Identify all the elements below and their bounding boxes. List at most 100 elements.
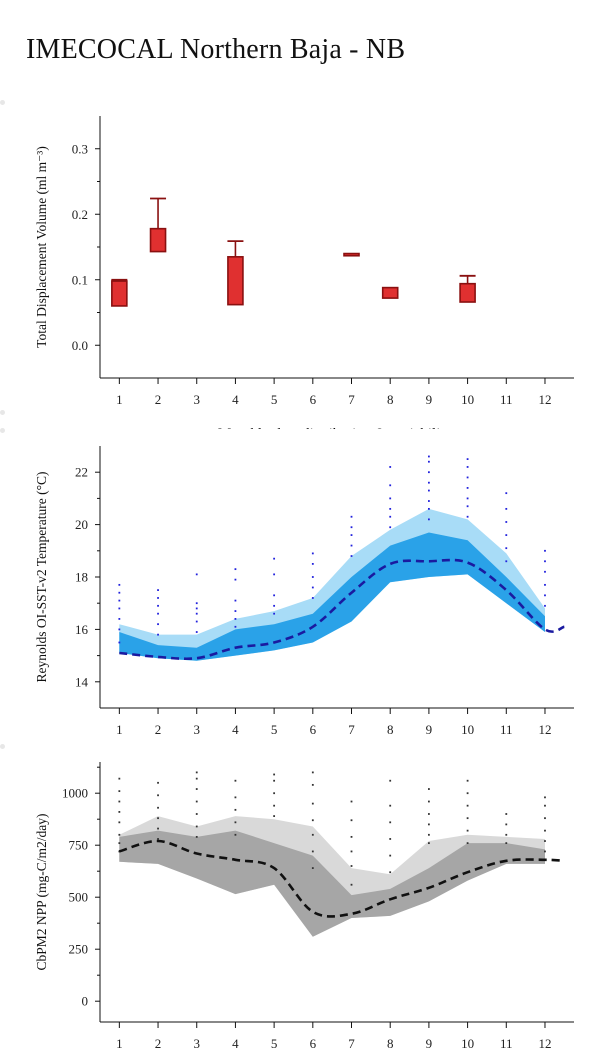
sst-point: [157, 597, 159, 599]
npp-point: [466, 804, 469, 807]
npp-point: [505, 823, 508, 826]
disp-x-tick-label: 2: [155, 392, 162, 407]
npp-point: [505, 842, 508, 845]
npp-point: [118, 811, 121, 813]
page-dot: [0, 100, 5, 105]
npp-point: [273, 815, 276, 817]
npp-point: [389, 804, 392, 807]
disp-x-tick-label: 3: [193, 392, 200, 407]
sst-point: [311, 552, 314, 555]
npp-point: [427, 842, 430, 845]
sst-point: [427, 481, 430, 484]
sst-point: [195, 607, 198, 610]
sst-point: [157, 623, 159, 626]
npp-point: [118, 777, 121, 780]
sst-x-tick-label: 1: [116, 722, 123, 737]
sst-y-tick-label: 18: [75, 570, 88, 585]
disp-box-month-2: [149, 227, 167, 253]
sst-point: [505, 507, 508, 510]
npp-point: [195, 813, 198, 815]
npp-point: [273, 773, 276, 776]
npp-point: [389, 821, 392, 824]
npp-point: [157, 794, 159, 797]
disp-x-tick-label: 7: [348, 392, 355, 407]
npp-x-tick-label: 12: [538, 1036, 551, 1051]
npp-x-tick-label: 3: [193, 1036, 200, 1051]
npp-x-tick-label: 1: [116, 1036, 123, 1051]
sst-point: [427, 460, 430, 463]
sst-x-tick-label: 11: [500, 722, 513, 737]
sst-point: [234, 568, 237, 571]
npp-point: [389, 871, 392, 874]
npp-x-tick-label: 7: [348, 1036, 355, 1051]
sst-point: [389, 515, 392, 518]
sst-point: [195, 631, 198, 633]
sst-point: [273, 604, 276, 607]
sst-point: [273, 557, 276, 560]
sst-point: [234, 578, 237, 581]
npp-point: [350, 850, 353, 853]
npp-point: [311, 802, 314, 805]
npp-point: [544, 829, 546, 832]
npp-point: [350, 865, 353, 867]
npp-y-axis-title: CbPM2 NPP (mg-C/m2/day): [34, 813, 49, 970]
sst-point: [234, 618, 237, 620]
npp-point: [311, 783, 314, 786]
npp-point: [234, 821, 237, 824]
disp-y-tick-label: 0.2: [72, 207, 88, 222]
disp-box-month-8: [381, 286, 399, 299]
sst-point: [350, 555, 353, 557]
npp-mean-line: [118, 839, 565, 918]
npp-point: [466, 779, 469, 782]
npp-point: [118, 833, 121, 836]
sst-point: [118, 607, 121, 610]
npp-point: [234, 779, 237, 782]
npp-point: [118, 800, 121, 803]
npp-inner-band: [119, 830, 546, 937]
disp-x-tick-label: 10: [461, 392, 474, 407]
npp-point: [311, 867, 314, 869]
npp-point: [234, 796, 237, 799]
sst-point: [311, 576, 314, 578]
sst-point: [389, 484, 392, 487]
npp-point: [311, 850, 314, 853]
sst-point: [118, 628, 121, 631]
npp-point: [273, 779, 276, 782]
npp-point: [389, 854, 392, 857]
page-title: IMECOCAL Northern Baja - NB: [26, 34, 406, 65]
npp-point: [157, 838, 159, 840]
npp-y-tick-label: 0: [82, 994, 89, 1009]
npp-point: [195, 825, 198, 828]
sst-point: [466, 458, 469, 460]
npp-point: [350, 800, 353, 803]
sst-point: [234, 625, 237, 628]
sst-point: [234, 599, 237, 602]
sst-point: [118, 599, 121, 602]
sst-point: [427, 500, 430, 502]
npp-point: [427, 800, 430, 803]
sst-x-tick-label: 10: [461, 722, 474, 737]
npp-y-tick-label: 750: [69, 838, 89, 853]
disp-box-month-4: [227, 256, 244, 306]
npp-point: [273, 804, 276, 807]
sst-x-tick-label: 12: [538, 722, 551, 737]
sst-y-axis-title: Reynolds OI-SST-v2 Temperature (°C): [34, 471, 49, 682]
sst-mean-line: [119, 558, 565, 661]
sst-point: [118, 641, 121, 644]
npp-x-tick-label: 5: [271, 1036, 278, 1051]
sst-point: [311, 586, 314, 589]
npp-y-tick-label: 1000: [62, 786, 88, 801]
npp-x-tick-label: 6: [310, 1036, 317, 1051]
npp-point: [273, 792, 276, 795]
npp-point: [350, 819, 353, 822]
npp-point: [389, 838, 392, 840]
npp-x-tick-label: 4: [232, 1036, 239, 1051]
npp-point: [311, 833, 314, 836]
page-dot: [0, 428, 5, 433]
npp-point: [118, 842, 121, 845]
sst-point: [466, 466, 469, 468]
npp-point: [234, 833, 237, 836]
npp-x-tick-label: 10: [461, 1036, 474, 1051]
disp-y-tick-label: 0.1: [72, 272, 88, 287]
npp-point: [544, 840, 546, 842]
